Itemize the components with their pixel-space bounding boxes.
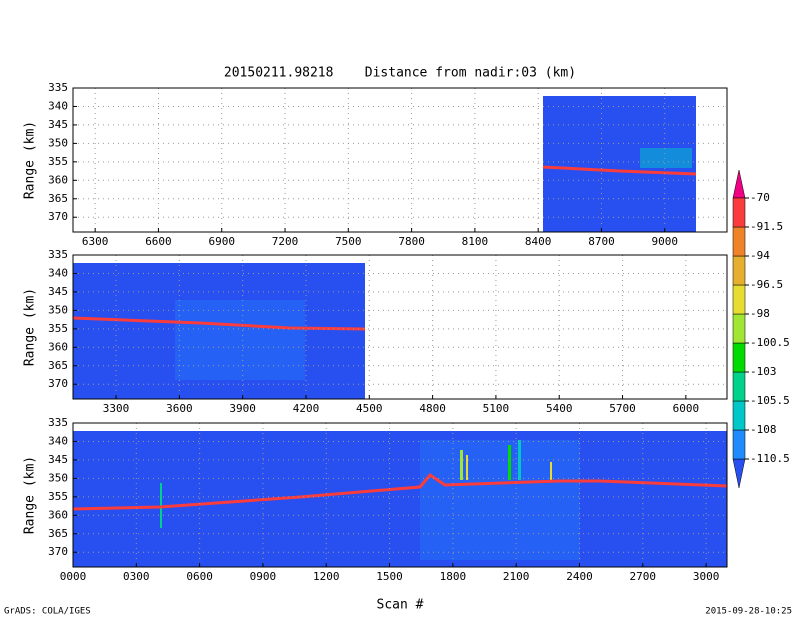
y-tick-label: 355 — [48, 490, 68, 503]
x-tick-label: 6600 — [145, 235, 172, 248]
x-tick-label: 5100 — [483, 402, 510, 415]
x-tick-label: 5400 — [546, 402, 573, 415]
colorbar-label: -103 — [750, 365, 777, 378]
data-field — [72, 96, 728, 567]
colorbar-label: -100.5 — [750, 336, 790, 349]
y-tick-label: 350 — [48, 303, 68, 316]
plot-frame — [72, 87, 728, 233]
colorbar-swatch — [732, 313, 746, 344]
x-tick-label: 2100 — [503, 570, 530, 583]
y-tick-label: 355 — [48, 322, 68, 335]
colorbar-label: -98 — [750, 307, 770, 320]
x-tick-label: 1500 — [376, 570, 403, 583]
x-tick-label: 7800 — [398, 235, 425, 248]
x-tick-label: 2400 — [566, 570, 593, 583]
y-axis-label: Range (km) — [23, 288, 38, 366]
y-tick-label: 340 — [48, 266, 68, 279]
x-tick-label: 4200 — [293, 402, 320, 415]
y-tick-label: 345 — [48, 285, 68, 298]
x-tick-label: 4500 — [356, 402, 383, 415]
y-tick-label: 345 — [48, 118, 68, 131]
colorbar-swatch — [732, 429, 746, 460]
y-tick-label: 370 — [48, 377, 68, 390]
x-tick-label: 0600 — [186, 570, 213, 583]
x-tick-label: 8100 — [462, 235, 489, 248]
x-tick-label: 1800 — [440, 570, 467, 583]
colorbar-swatch — [732, 197, 746, 228]
x-tick-label: 9000 — [652, 235, 679, 248]
colorbar-label: -94 — [750, 249, 770, 262]
x-tick-label: 6000 — [673, 402, 700, 415]
colorbar-label: -70 — [750, 191, 770, 204]
colorbar-arrow — [732, 458, 746, 489]
y-tick-label: 345 — [48, 453, 68, 466]
colorbar-swatch — [732, 284, 746, 315]
y-tick-label: 360 — [48, 340, 68, 353]
y-tick-label: 340 — [48, 434, 68, 447]
colorbar-swatch — [732, 371, 746, 402]
colorbar-swatch — [732, 255, 746, 286]
x-tick-label: 6300 — [82, 235, 109, 248]
y-tick-label: 350 — [48, 136, 68, 149]
y-tick-label: 365 — [48, 192, 68, 205]
y-tick-label: 360 — [48, 173, 68, 186]
x-tick-label: 4800 — [419, 402, 446, 415]
colorbar-swatch — [732, 342, 746, 373]
x-tick-label: 3900 — [229, 402, 256, 415]
plot-frame — [72, 422, 728, 568]
x-tick-label: 2700 — [630, 570, 657, 583]
colorbar-label: -105.5 — [750, 394, 790, 407]
plot-frame — [72, 254, 728, 400]
x-tick-label: 0900 — [250, 570, 277, 583]
x-tick-label: 1200 — [313, 570, 340, 583]
colorbar-label: -96.5 — [750, 278, 783, 291]
chart-title: 20150211.98218 Distance from nadir:03 (k… — [224, 66, 576, 81]
y-tick-label: 335 — [48, 248, 68, 261]
footer-left: GrADS: COLA/IGES — [4, 607, 91, 617]
y-tick-label: 350 — [48, 471, 68, 484]
x-tick-label: 3300 — [103, 402, 130, 415]
x-tick-label: 6900 — [208, 235, 235, 248]
y-tick-label: 340 — [48, 99, 68, 112]
y-tick-label: 370 — [48, 545, 68, 558]
colorbar-label: -110.5 — [750, 452, 790, 465]
y-axis-label: Range (km) — [23, 121, 38, 199]
y-tick-label: 355 — [48, 155, 68, 168]
colorbar-arrow — [732, 169, 746, 199]
x-tick-label: 7500 — [335, 235, 362, 248]
x-tick-label: 0000 — [60, 570, 87, 583]
colorbar-swatch — [732, 400, 746, 431]
y-tick-label: 360 — [48, 508, 68, 521]
colorbar-label: -91.5 — [750, 220, 783, 233]
x-tick-label: 3000 — [693, 570, 720, 583]
y-tick-label: 365 — [48, 359, 68, 372]
x-tick-label: 3600 — [166, 402, 193, 415]
y-tick-label: 370 — [48, 210, 68, 223]
y-axis-label: Range (km) — [23, 456, 38, 534]
y-tick-label: 335 — [48, 416, 68, 429]
y-tick-label: 335 — [48, 81, 68, 94]
colorbar-swatch — [732, 226, 746, 257]
y-tick-label: 365 — [48, 527, 68, 540]
colorbar-label: -108 — [750, 423, 777, 436]
x-axis-label: Scan # — [377, 598, 424, 613]
x-tick-label: 7200 — [272, 235, 299, 248]
x-tick-label: 8700 — [588, 235, 615, 248]
x-tick-label: 5700 — [609, 402, 636, 415]
footer-right: 2015-09-28-10:25 — [705, 607, 792, 617]
x-tick-label: 0300 — [123, 570, 150, 583]
x-tick-label: 8400 — [525, 235, 552, 248]
